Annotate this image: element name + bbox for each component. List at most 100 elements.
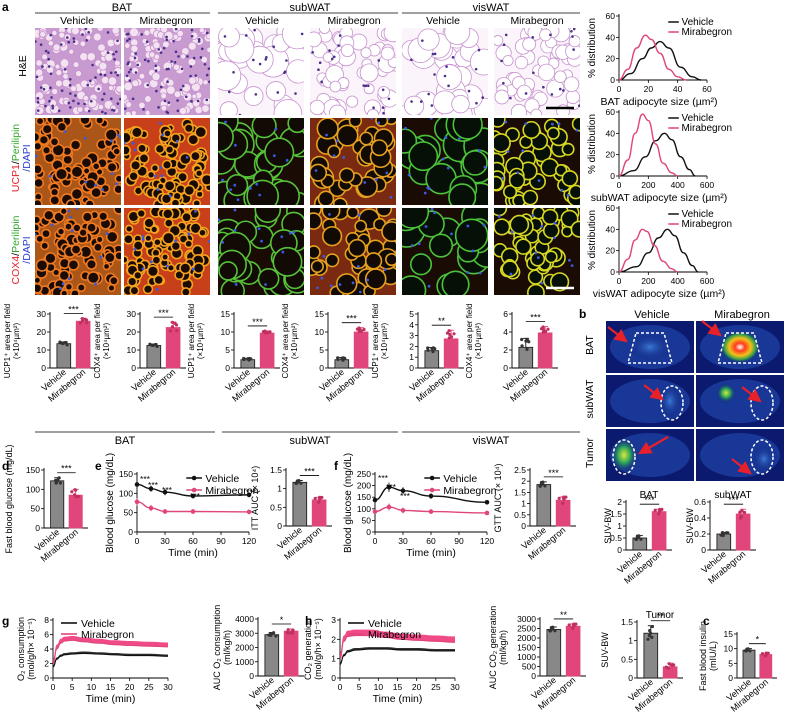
y-axis-label: (×10⁴µm²) [290, 323, 299, 360]
data-point [667, 662, 671, 666]
y-tick-label: 6 [503, 309, 508, 319]
x-tick-label: 30 [398, 536, 408, 546]
bar [283, 630, 299, 677]
data-point [386, 504, 392, 510]
y-axis-label: Blood glucose (mg/dL) [343, 453, 354, 553]
data-point [763, 654, 768, 658]
y-tick-label: 15 [724, 629, 734, 639]
y-tick-label: 0 [331, 673, 336, 683]
y-tick-label: 8 [44, 615, 49, 625]
x-tick-label: 0 [617, 276, 622, 286]
series-line [618, 228, 678, 273]
bar [662, 666, 678, 679]
bar [759, 654, 773, 679]
y-tick-label: 2 [503, 345, 508, 355]
y-tick-label: 100 [357, 504, 371, 514]
bar [537, 332, 553, 369]
y-tick-label: 1500 [517, 643, 536, 653]
red-arrow-icon [731, 458, 752, 475]
data-point [670, 663, 675, 667]
bar [536, 484, 552, 527]
data-point [739, 514, 743, 518]
y-tick-label: 10 [724, 644, 734, 654]
y-tick-label: 4 [44, 644, 49, 654]
data-point [548, 629, 552, 633]
micrograph-tile [35, 118, 121, 205]
data-point [70, 490, 74, 494]
y-tick-label: 1.5 [610, 509, 622, 519]
bar [75, 320, 91, 369]
y-tick-label: 0 [128, 527, 133, 537]
significance-label: *** [530, 313, 541, 323]
legend-marker [191, 487, 197, 493]
y-tick-label: 150 [26, 465, 40, 475]
y-axis-label: CO₂ generation [303, 618, 313, 680]
data-point [84, 318, 89, 322]
y-tick-label: 50 [31, 504, 41, 514]
data-point [525, 337, 529, 342]
y-tick-label: 3 [331, 615, 336, 625]
significance-label: ** [560, 610, 568, 620]
y-tick-label: 20 [127, 327, 137, 337]
y-tick-label: 0.2 [694, 529, 706, 539]
y-tick-label: 0 [44, 673, 49, 683]
data-point [134, 482, 140, 487]
y-tick-label: 0 [503, 363, 508, 373]
bar [735, 513, 751, 551]
red-arrow-icon [701, 320, 722, 337]
series-line [339, 648, 455, 666]
y-tick-label: 100 [119, 488, 133, 498]
y-tick-label: 0 [35, 523, 40, 533]
y-tick-label: 3000 [235, 628, 254, 638]
data-point [551, 625, 555, 629]
x-axis-label: Time (min) [373, 693, 423, 705]
panel-letter-f: f [334, 459, 339, 473]
significance-label: *** [548, 468, 559, 478]
y-tick-label: 10 [127, 345, 137, 355]
x-tick-label: 0 [373, 536, 378, 546]
y-tick-label: 40 [606, 32, 616, 42]
x-tick-label: 10 [374, 682, 384, 692]
y-tick-label: 1 [521, 499, 526, 509]
data-point [634, 537, 638, 542]
condition-header: Vehicle [245, 15, 279, 27]
panel-letter-g: g [2, 614, 9, 628]
y-tick-label: 2 [409, 341, 414, 351]
data-point [448, 332, 452, 337]
y-tick-label: 4 [409, 320, 414, 330]
y-tick-label: 50 [124, 508, 134, 518]
chart-title: BAT [640, 490, 659, 501]
y-tick-label: 10 [37, 345, 47, 355]
significance-label: *** [190, 491, 201, 501]
data-point [299, 481, 303, 485]
y-tick-label: 15 [315, 309, 325, 319]
y-axis-label: O₂ consumption [16, 617, 26, 681]
pet-col-mirabegron: Mirabegron [714, 309, 770, 321]
x-tick-label: 15 [393, 682, 403, 692]
data-point [274, 634, 278, 638]
y-tick-label: 6 [44, 630, 49, 640]
y-tick-label: 50 [362, 515, 372, 525]
micrograph-tile [310, 208, 396, 295]
micrograph-tile [35, 28, 121, 115]
roi-ellipse-icon [660, 385, 684, 421]
pet-row-bat: BAT [584, 335, 596, 355]
data-point [168, 329, 172, 333]
data-point [721, 533, 725, 538]
y-tick-label: 40 [606, 128, 616, 138]
y-tick-label: 500 [522, 662, 536, 672]
significance-label: * [280, 615, 284, 625]
chart-title: Tumor [646, 610, 675, 621]
panel-letter-c: c [703, 614, 710, 628]
significance-label: *** [378, 473, 389, 483]
condition-header: Mirabegron [510, 15, 563, 27]
x-tick-label: 600 [700, 180, 714, 190]
y-tick-label: 20 [606, 246, 616, 256]
micrograph-grid [35, 28, 580, 295]
y-axis-label: UCP1⁺ area per field [371, 304, 380, 378]
micrograph-tile [402, 28, 488, 115]
group-label-subwat: subWAT [290, 435, 331, 447]
data-point [564, 495, 568, 499]
